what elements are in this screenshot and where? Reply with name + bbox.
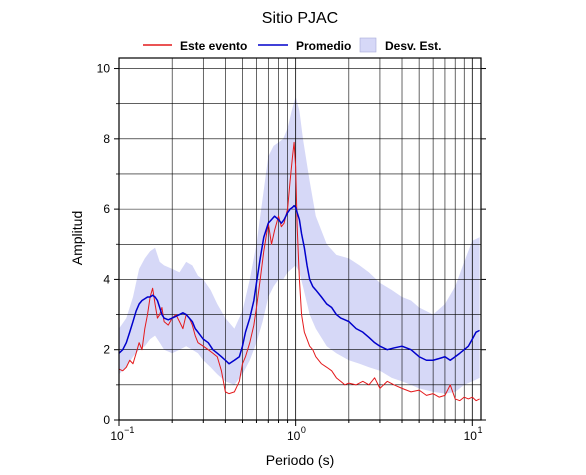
y-tick-label: 6 [103,202,110,216]
legend-label-este-evento: Este evento [180,39,247,53]
y-axis-label: Amplitud [69,211,85,265]
chart-title: Sitio PJAC [262,10,338,27]
y-tick-label: 2 [103,343,110,357]
series-layer [118,141,480,402]
y-tick-label: 4 [103,272,110,286]
series-line-este-evento [118,141,480,402]
plot-border [118,57,482,421]
x-tick-label: 10 [287,429,301,443]
grid [119,58,481,420]
y-tick-label: 8 [103,132,110,146]
x-tick-label: 10 [110,429,124,443]
x-axis-ticks: 10 −1 10 0 10 1 [110,420,483,443]
x-tick-exponent: 1 [477,425,482,435]
legend-swatch-desv-est [359,37,377,53]
y-axis-ticks: 0 2 4 6 8 10 [97,62,486,427]
x-axis-label: Periodo (s) [266,452,334,468]
std-band [119,96,480,394]
x-tick-exponent: 0 [301,425,306,435]
series-line-promedio [118,204,480,365]
x-tick-label: 10 [464,429,478,443]
legend: Este evento Promedio Desv. Est. [143,37,441,53]
legend-label-promedio: Promedio [296,39,351,53]
plot-frame [118,57,482,421]
std-band-layer [119,96,480,394]
legend-label-desv-est: Desv. Est. [385,39,441,53]
x-tick-exponent: −1 [124,425,134,435]
y-tick-label: 10 [97,62,111,76]
y-tick-label: 0 [103,413,110,427]
